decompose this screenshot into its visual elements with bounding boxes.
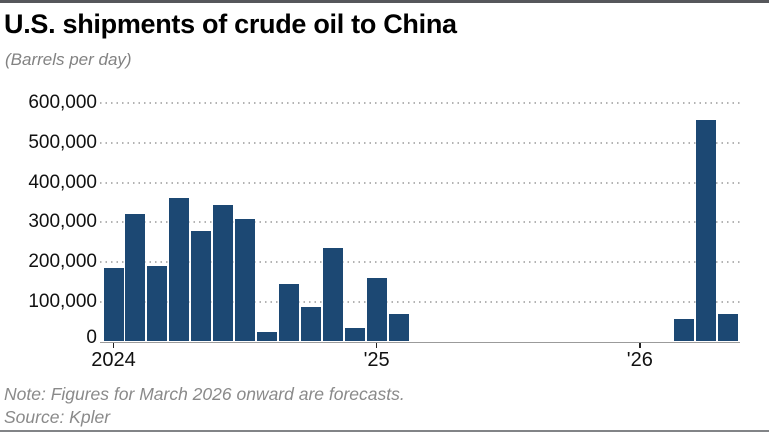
bar-jan-2024 xyxy=(103,267,124,342)
x-axis-tick-26 xyxy=(639,343,641,348)
bar-sep-2024 xyxy=(278,283,299,342)
bar-apr-2024 xyxy=(169,198,190,342)
gridline-500000 xyxy=(100,141,740,144)
bar-may-2024 xyxy=(191,231,212,342)
bar-jan-2025 xyxy=(366,277,387,342)
chart-note: Note: Figures for March 2026 onward are … xyxy=(4,384,405,404)
bar-may-2026 xyxy=(717,314,738,342)
bar-feb-2025 xyxy=(388,314,409,342)
bar-apr-2026 xyxy=(695,119,716,342)
top-border-rule xyxy=(0,0,769,3)
gridline-300000 xyxy=(100,221,740,224)
bottom-border-rule xyxy=(0,430,769,432)
x-axis-tick-2024 xyxy=(112,343,115,348)
x-axis-line xyxy=(100,341,740,343)
x-axis-label-25: '25 xyxy=(363,349,390,371)
x-axis-label-2024: 2024 xyxy=(91,349,136,371)
bar-jun-2024 xyxy=(213,204,234,342)
gridline-200000 xyxy=(100,261,740,263)
bar-feb-2024 xyxy=(125,214,146,342)
chart-title: U.S. shipments of crude oil to China xyxy=(4,9,457,39)
gridline-100000 xyxy=(100,300,740,303)
y-axis-label-500000: 500,000 xyxy=(28,131,97,153)
gridline-600000 xyxy=(100,102,740,104)
y-axis-label-400000: 400,000 xyxy=(28,171,97,193)
chart-source: Source: Kpler xyxy=(4,407,111,427)
y-axis-label-300000: 300,000 xyxy=(28,211,97,233)
x-axis-tick-25 xyxy=(375,343,378,348)
gridline-400000 xyxy=(100,181,740,184)
bar-aug-2024 xyxy=(257,331,277,342)
bar-oct-2024 xyxy=(300,306,321,342)
bar-jul-2024 xyxy=(235,219,256,342)
y-axis-label-200000: 200,000 xyxy=(28,251,97,272)
bar-mar-2026 xyxy=(673,318,694,342)
y-axis-label-600000: 600,000 xyxy=(28,92,97,113)
bar-mar-2024 xyxy=(147,265,168,342)
bar-dec-2024 xyxy=(344,327,365,342)
bar-nov-2024 xyxy=(322,248,343,342)
y-axis-label-0: 0 xyxy=(86,326,97,348)
x-axis-label-26: '26 xyxy=(626,349,653,371)
chart-subtitle: (Barrels per day) xyxy=(5,50,132,69)
y-axis-label-100000: 100,000 xyxy=(28,290,97,312)
